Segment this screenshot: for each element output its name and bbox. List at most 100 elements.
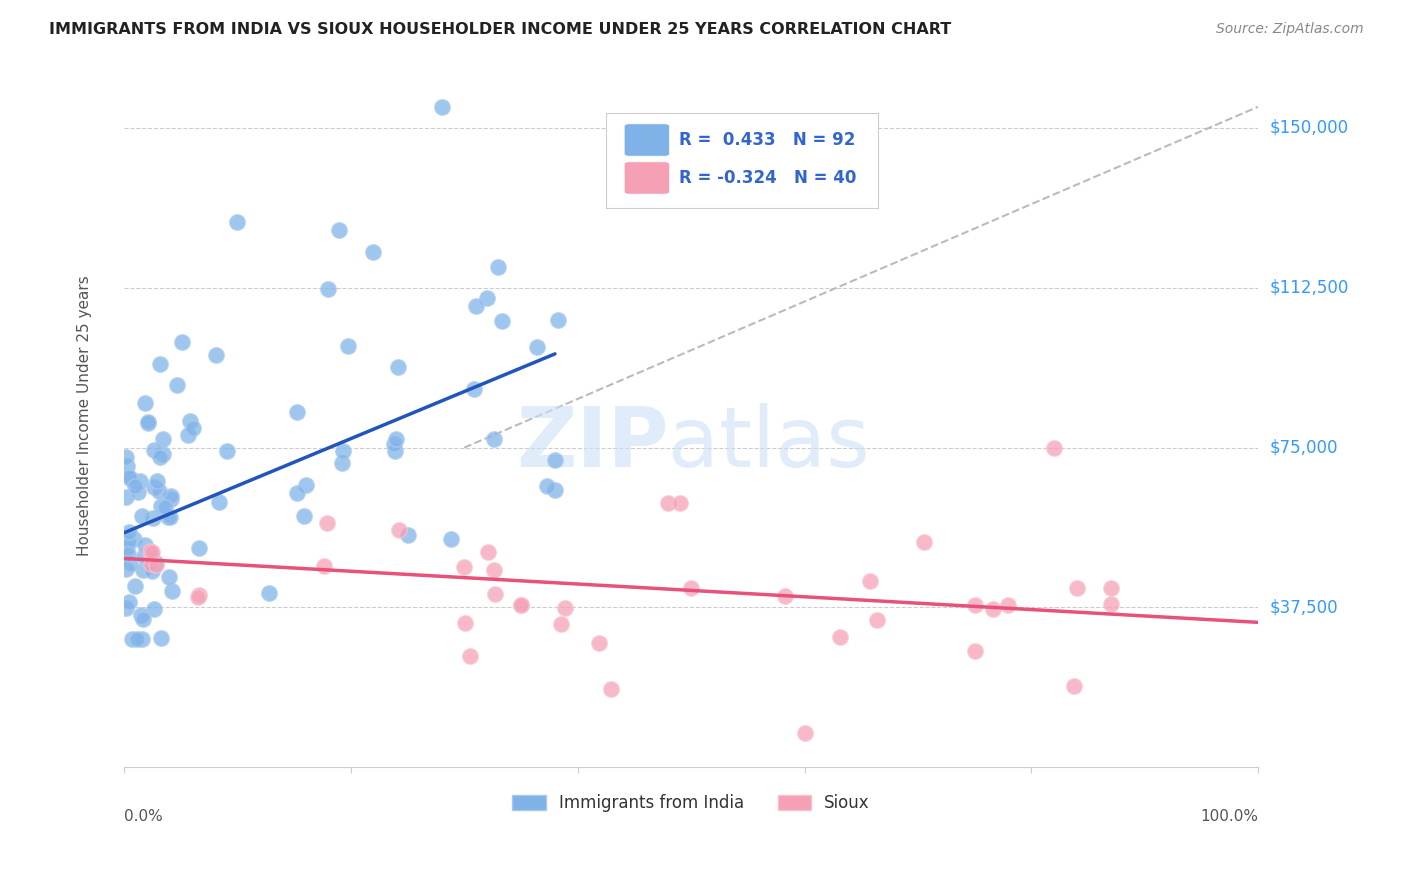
Point: [145, 558, 167, 572]
Point: [129, 474, 152, 488]
Point: [166, 378, 188, 392]
Point: [149, 631, 172, 645]
Point: [285, 486, 308, 500]
Point: [981, 601, 1004, 615]
Point: [681, 581, 703, 595]
Point: [510, 599, 533, 613]
Point: [668, 496, 690, 510]
Text: $37,500: $37,500: [1270, 599, 1339, 616]
Point: [292, 509, 315, 524]
Point: [600, 681, 623, 696]
Point: [965, 644, 987, 658]
Point: [148, 484, 170, 499]
Point: [143, 480, 166, 494]
Point: [454, 615, 477, 630]
Point: [328, 223, 350, 237]
Point: [115, 562, 138, 576]
Point: [332, 443, 354, 458]
Text: IMMIGRANTS FROM INDIA VS SIOUX HOUSEHOLDER INCOME UNDER 25 YEARS CORRELATION CHA: IMMIGRANTS FROM INDIA VS SIOUX HOUSEHOLD…: [49, 22, 952, 37]
Point: [859, 574, 882, 588]
Point: [132, 563, 155, 577]
Point: [160, 489, 183, 503]
Point: [155, 500, 177, 515]
Point: [160, 491, 183, 506]
Point: [337, 339, 360, 353]
Point: [482, 432, 505, 446]
Point: [145, 556, 167, 570]
Point: [912, 535, 935, 549]
Text: 100.0%: 100.0%: [1201, 809, 1258, 824]
Point: [484, 587, 506, 601]
Point: [215, 444, 238, 458]
Point: [550, 617, 572, 632]
Point: [482, 563, 505, 577]
Point: [544, 453, 567, 467]
Point: [149, 357, 172, 371]
Point: [118, 534, 141, 549]
Point: [208, 495, 231, 509]
Point: [186, 590, 208, 604]
Point: [117, 548, 139, 562]
Point: [793, 726, 815, 740]
Point: [488, 260, 510, 274]
Point: [118, 595, 141, 609]
Point: [118, 469, 141, 483]
FancyBboxPatch shape: [606, 113, 879, 208]
Point: [363, 244, 385, 259]
Point: [463, 382, 485, 396]
Legend: Immigrants from India, Sioux: Immigrants from India, Sioux: [506, 788, 876, 819]
Point: [118, 558, 141, 572]
Point: [141, 550, 163, 565]
Point: [396, 528, 419, 542]
FancyBboxPatch shape: [624, 124, 669, 156]
Point: [179, 414, 201, 428]
Point: [132, 549, 155, 563]
Point: [141, 557, 163, 571]
Point: [828, 630, 851, 644]
Point: [330, 456, 353, 470]
Text: atlas: atlas: [668, 403, 870, 484]
Point: [131, 509, 153, 524]
Point: [997, 599, 1019, 613]
Point: [1099, 597, 1122, 611]
Text: R = -0.324   N = 40: R = -0.324 N = 40: [679, 169, 856, 187]
Point: [132, 612, 155, 626]
Point: [181, 421, 204, 435]
Text: Source: ZipAtlas.com: Source: ZipAtlas.com: [1216, 22, 1364, 37]
Point: [159, 509, 181, 524]
Point: [162, 584, 184, 599]
Point: [458, 648, 481, 663]
Point: [257, 585, 280, 599]
Point: [121, 632, 143, 647]
Point: [146, 474, 169, 488]
Point: [316, 282, 339, 296]
Point: [510, 599, 533, 613]
Point: [127, 632, 149, 647]
Point: [1063, 679, 1085, 693]
Text: $75,000: $75,000: [1270, 439, 1339, 457]
Point: [124, 479, 146, 493]
Point: [157, 510, 180, 524]
Point: [866, 613, 889, 627]
Point: [142, 511, 165, 525]
Point: [149, 450, 172, 464]
Point: [115, 601, 138, 615]
Text: 0.0%: 0.0%: [124, 809, 163, 824]
Point: [187, 541, 209, 556]
Text: $150,000: $150,000: [1270, 119, 1348, 137]
Text: $112,500: $112,500: [1270, 279, 1348, 297]
Point: [141, 564, 163, 578]
Point: [142, 602, 165, 616]
Point: [131, 608, 153, 623]
Point: [588, 636, 610, 650]
Point: [1043, 441, 1066, 455]
Point: [465, 299, 488, 313]
Point: [544, 483, 567, 498]
Point: [134, 538, 156, 552]
Point: [136, 415, 159, 429]
Point: [141, 545, 163, 559]
Point: [477, 545, 499, 559]
Point: [115, 459, 138, 474]
Point: [536, 479, 558, 493]
Point: [115, 450, 138, 464]
